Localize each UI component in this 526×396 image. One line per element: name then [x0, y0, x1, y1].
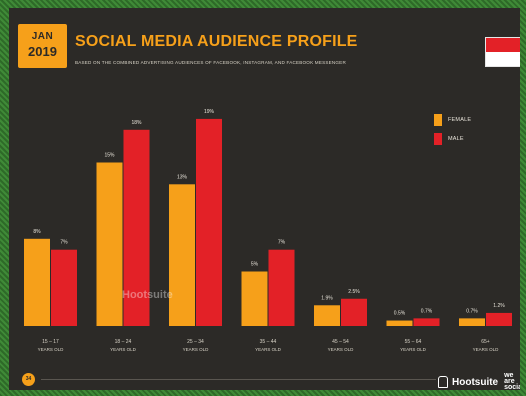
data-label-male: 1.2%: [493, 303, 505, 309]
legend-item-male: MALE: [434, 133, 471, 145]
bar-male: [123, 129, 150, 326]
x-tick-sublabel: YEARS OLD: [255, 347, 282, 352]
bar-male: [413, 318, 440, 326]
legend-swatch-female: [434, 114, 442, 126]
page-subtitle: BASED ON THE COMBINED ADVERTISING AUDIEN…: [75, 60, 346, 65]
data-label-male: 18%: [131, 120, 142, 126]
legend-item-female: FEMALE: [434, 114, 471, 126]
data-label-male: 2.5%: [348, 289, 360, 295]
bar-female: [24, 238, 50, 326]
bar-male: [51, 249, 77, 326]
hootsuite-logo: Hootsuite: [452, 376, 499, 388]
brand-word-social: social: [504, 384, 520, 390]
bar-female: [96, 162, 123, 326]
x-tick-label: 15 – 17: [42, 339, 59, 345]
date-badge: JAN 2019: [18, 24, 67, 68]
bar-female: [386, 320, 413, 326]
x-tick-label: 18 – 24: [115, 339, 132, 345]
x-tick-label: 35 – 44: [260, 339, 277, 345]
data-label-female: 1.9%: [321, 295, 333, 301]
flag-red-stripe: [486, 38, 520, 52]
footer-divider: [41, 379, 436, 380]
bar-male: [341, 298, 367, 326]
chart-legend: FEMALE MALE: [434, 114, 471, 152]
data-label-male: 7%: [278, 240, 286, 246]
x-tick-label: 25 – 34: [187, 339, 204, 345]
footer-logos: Hootsuite we are social: [438, 372, 520, 390]
bar-male: [268, 249, 295, 326]
x-tick-sublabel: YEARS OLD: [473, 347, 500, 352]
badge-month: JAN: [31, 31, 54, 42]
x-tick-label: 45 – 54: [332, 339, 349, 345]
data-label-female: 0.7%: [466, 308, 478, 314]
slide-panel: JAN 2019 SOCIAL MEDIA AUDIENCE PROFILE B…: [9, 8, 520, 390]
data-label-female: 5%: [251, 262, 259, 268]
we-are-social-logo: we are social: [504, 372, 520, 390]
x-tick-sublabel: YEARS OLD: [400, 347, 427, 352]
bar-female: [241, 271, 268, 326]
x-tick-sublabel: YEARS OLD: [183, 347, 210, 352]
legend-label-male: MALE: [448, 136, 464, 142]
data-label-female: 0.5%: [394, 311, 406, 317]
x-tick-sublabel: YEARS OLD: [328, 347, 355, 352]
legend-swatch-male: [434, 133, 442, 145]
legend-label-female: FEMALE: [448, 117, 472, 123]
bar-female: [169, 184, 195, 326]
data-label-male: 19%: [204, 109, 215, 115]
indonesia-flag-icon: [485, 37, 520, 67]
data-label-female: 13%: [177, 174, 188, 180]
bar-female: [459, 318, 485, 326]
bar-female: [314, 305, 340, 326]
brand-word-we: we: [504, 372, 514, 379]
data-label-male: 0.7%: [421, 308, 433, 314]
page-number: 34: [22, 373, 35, 386]
hootsuite-watermark: Hootsuite: [122, 289, 173, 301]
bar-male: [486, 312, 512, 326]
x-tick-sublabel: YEARS OLD: [38, 347, 65, 352]
brand-word-are: are: [504, 378, 515, 385]
data-label-female: 8%: [33, 229, 41, 235]
data-label-female: 15%: [104, 153, 115, 159]
x-tick-sublabel: YEARS OLD: [110, 347, 137, 352]
flag-white-stripe: [486, 52, 520, 66]
bar-chart: 8% 7% 15 – 17 YEARS OLD 15% 18% 18 – 24 YEARS O…: [24, 109, 512, 352]
bar-male: [196, 118, 222, 327]
page-title: SOCIAL MEDIA AUDIENCE PROFILE: [75, 33, 358, 50]
x-tick-label: 55 – 64: [405, 339, 422, 345]
data-label-male: 7%: [60, 240, 68, 246]
owl-logo-icon: [438, 376, 448, 388]
x-tick-label: 65+: [481, 339, 490, 345]
badge-year: 2019: [28, 44, 57, 59]
